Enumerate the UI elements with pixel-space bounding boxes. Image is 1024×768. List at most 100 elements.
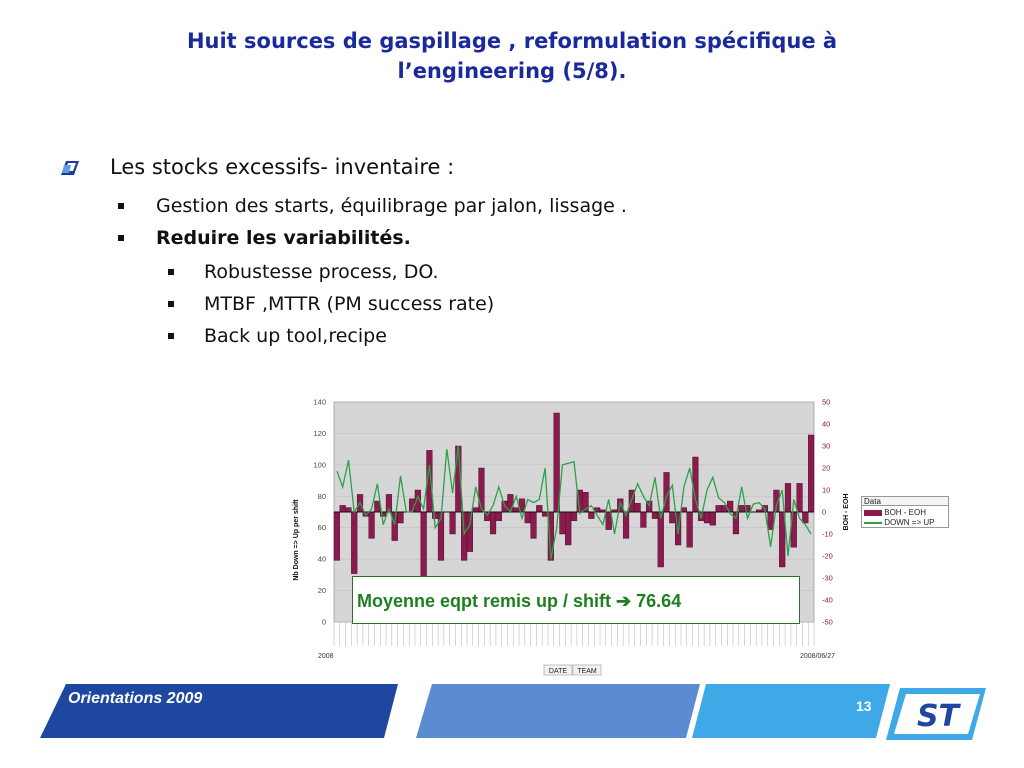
square-bullet-icon: [118, 235, 124, 241]
bar-boh-eoh: [553, 412, 560, 513]
bar-boh-eoh: [472, 507, 479, 513]
footer-dark-segment: [40, 684, 398, 738]
bar-boh-eoh: [449, 511, 456, 535]
right-tick-label: 0: [822, 508, 826, 517]
square-bullet-icon: [168, 269, 174, 275]
legend-item-boh: BOH - EOH: [864, 508, 926, 518]
bar-boh-eoh: [397, 511, 404, 524]
right-tick-label: 20: [822, 464, 830, 473]
bar-boh-eoh: [669, 511, 676, 524]
bar-boh-eoh: [692, 456, 699, 513]
bar-boh-eoh: [634, 502, 641, 513]
st-logo-icon: ST: [886, 688, 986, 740]
bar-boh-eoh: [651, 511, 659, 519]
right-tick-label: 50: [822, 398, 830, 407]
bar-boh-eoh: [513, 507, 520, 513]
bar-boh-eoh: [391, 511, 398, 541]
legend-title: Data: [861, 496, 949, 506]
bullet-icon: [61, 161, 79, 175]
left-tick-label: 0: [322, 618, 326, 627]
right-tick-label: 30: [822, 442, 830, 451]
bar-boh-eoh: [333, 511, 340, 561]
bar-boh-eoh: [368, 511, 375, 539]
filter-date-button[interactable]: DATE: [543, 664, 573, 676]
bar-boh-eoh: [489, 511, 497, 535]
title-line-1: Huit sources de gaspillage , reformulati…: [186, 29, 838, 53]
title-line-2: l’engineering (5/8).: [397, 59, 627, 83]
bullet-level3-text: Robustesse process, DO.: [204, 261, 439, 283]
bullet-level1-text: Les stocks excessifs- inventaire :: [110, 155, 455, 179]
left-tick-label: 20: [318, 586, 326, 595]
footer-mid-segment: [416, 684, 700, 738]
right-tick-label: -30: [822, 574, 833, 583]
legend-item-label: DOWN => UP: [884, 518, 935, 527]
filter-team-button[interactable]: TEAM: [572, 664, 602, 676]
left-tick-label: 40: [318, 555, 326, 564]
bar-boh-eoh: [709, 511, 716, 526]
bar-boh-eoh: [686, 511, 693, 548]
bar-boh-eoh: [570, 511, 578, 522]
right-tick-label: -50: [822, 618, 833, 627]
legend-swatch-bar-icon: [864, 509, 882, 516]
bar-boh-eoh: [796, 483, 803, 513]
left-tick-label: 80: [318, 492, 326, 501]
bar-boh-eoh: [466, 511, 473, 552]
right-tick-label: -20: [822, 552, 833, 561]
bar-boh-eoh: [530, 511, 537, 539]
callout-value: 76.64: [636, 591, 682, 611]
right-tick-label: -40: [822, 596, 833, 605]
bar-boh-eoh: [478, 467, 485, 513]
callout-text: Moyenne eqpt remis up / shift: [357, 591, 612, 611]
right-tick-label: -10: [822, 530, 833, 539]
legend-item-down-up: DOWN => UP: [864, 518, 934, 528]
bar-boh-eoh: [767, 511, 774, 530]
footer-band: [40, 684, 890, 738]
bullet-level3-text: Back up tool,recipe: [204, 325, 387, 347]
bar-boh-eoh: [351, 511, 358, 574]
bar-boh-eoh: [536, 505, 543, 513]
bar-boh-eoh: [345, 507, 352, 513]
left-tick-label: 120: [313, 429, 326, 438]
page-number: 13: [856, 698, 872, 714]
bar-boh-eoh: [339, 505, 346, 513]
x-last-label: 2008/06/27: [800, 653, 835, 660]
chart: 0 20 40 60 80 100 120 140 -50 -40 -30 -20 -10 0 10 20 3…: [288, 390, 956, 680]
bullet-level2-text: Gestion des starts, équilibrage par jalo…: [156, 195, 627, 217]
square-bullet-icon: [118, 203, 124, 209]
chart-legend: Data BOH - EOH DOWN => UP: [861, 496, 949, 528]
bar-boh-eoh: [640, 511, 647, 528]
bar-boh-eoh: [524, 511, 531, 524]
footer-label: Orientations 2009: [68, 690, 203, 707]
legend-item-label: BOH - EOH: [884, 508, 927, 517]
bar-boh-eoh: [657, 511, 664, 568]
left-axis-label: Nb Down => Up per shift: [293, 499, 300, 581]
filter-team-label: TEAM: [577, 668, 597, 675]
average-callout: Moyenne eqpt remis up / shift ➔ 76.64: [352, 576, 800, 624]
bar-boh-eoh: [808, 434, 815, 513]
svg-text:ST: ST: [917, 699, 962, 734]
bar-boh-eoh: [559, 511, 566, 535]
right-axis-label: BOH - EOH: [843, 494, 850, 531]
right-tick-label: 40: [822, 420, 830, 429]
footer-light-segment: [692, 684, 890, 738]
x-first-label: 2008: [318, 653, 334, 660]
right-tick-label: 10: [822, 486, 830, 495]
slide-title: Huit sources de gaspillage , reformulati…: [60, 26, 964, 86]
bar-boh-eoh: [588, 511, 595, 519]
left-tick-label: 100: [313, 460, 326, 469]
legend-swatch-line-icon: [864, 521, 882, 524]
series-line-down-up: [336, 445, 812, 560]
bar-boh-eoh: [461, 511, 468, 561]
bar-boh-eoh: [374, 500, 381, 513]
left-tick-label: 60: [318, 523, 326, 532]
bar-boh-eoh: [703, 511, 711, 524]
filter-date-label: DATE: [549, 668, 567, 675]
bar-boh-eoh: [541, 511, 549, 517]
chart-svg: 0 20 40 60 80 100 120 140 -50 -40 -30 -20 -10 0 10 20 3…: [293, 398, 850, 676]
square-bullet-icon: [168, 301, 174, 307]
bar-boh-eoh: [432, 511, 439, 519]
bar-boh-eoh: [738, 505, 745, 513]
bar-boh-eoh: [802, 511, 809, 524]
square-bullet-icon: [168, 333, 174, 339]
bar-boh-eoh: [715, 505, 722, 513]
